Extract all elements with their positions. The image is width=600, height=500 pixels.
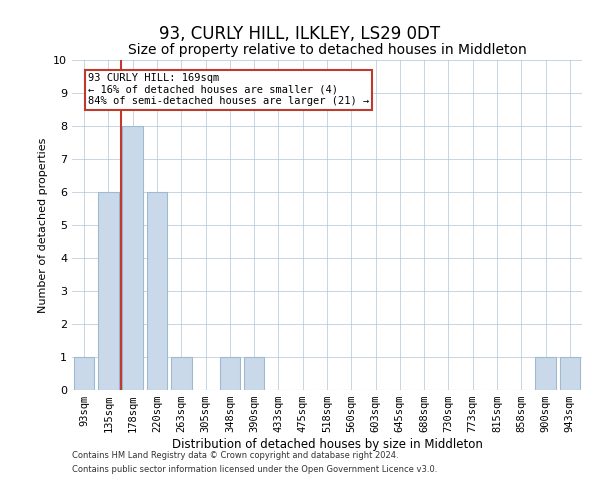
Bar (220, 357, 240, 390)
Text: 93 CURLY HILL: 169sqm
← 16% of detached houses are smaller (4)
84% of semi-detac: 93 CURLY HILL: 169sqm ← 16% of detached … (88, 73, 369, 106)
Bar (171, 357, 191, 390)
Title: Size of property relative to detached houses in Middleton: Size of property relative to detached ho… (128, 44, 526, 58)
Text: Contains public sector information licensed under the Open Government Licence v3: Contains public sector information licen… (72, 466, 437, 474)
Bar (98, 192, 119, 390)
Text: Contains HM Land Registry data © Crown copyright and database right 2024.: Contains HM Land Registry data © Crown c… (72, 450, 398, 460)
Bar (146, 192, 167, 390)
Bar (122, 126, 143, 390)
Bar (244, 357, 265, 390)
Bar (74, 357, 94, 390)
Text: 93, CURLY HILL, ILKLEY, LS29 0DT: 93, CURLY HILL, ILKLEY, LS29 0DT (160, 25, 440, 43)
X-axis label: Distribution of detached houses by size in Middleton: Distribution of detached houses by size … (172, 438, 482, 451)
Bar (535, 357, 556, 390)
Bar (560, 357, 580, 390)
Y-axis label: Number of detached properties: Number of detached properties (38, 138, 47, 312)
